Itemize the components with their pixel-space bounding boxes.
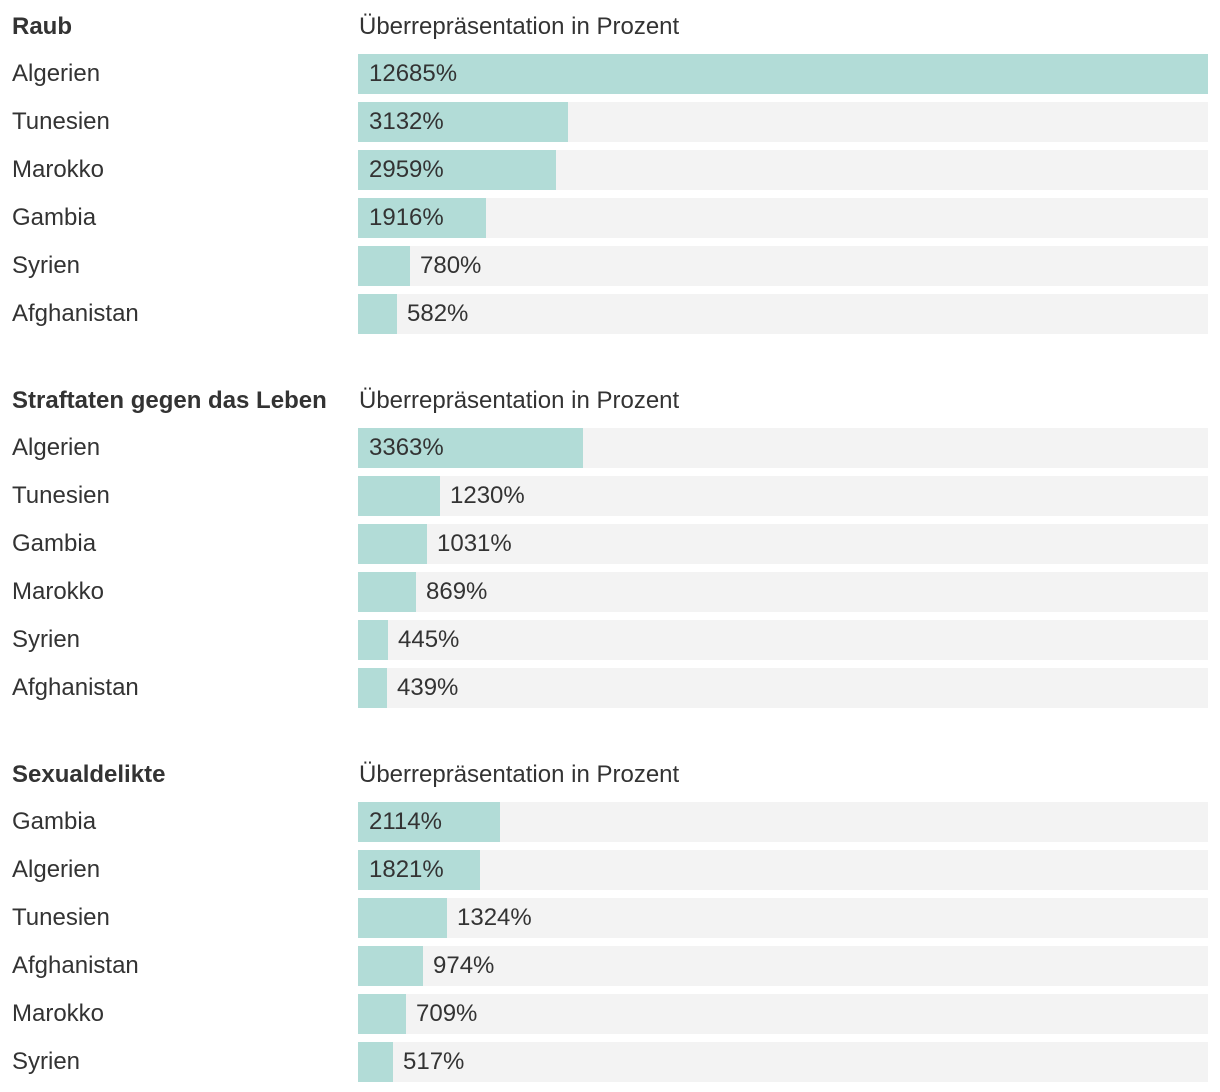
bar-track: 974% [358,946,1208,986]
bar-track: 1821% [358,850,1208,890]
axis-caption: Überrepräsentation in Prozent [359,387,680,414]
category-label: Tunesien [12,482,110,509]
value-label: 974% [433,952,495,979]
bar-track: 2114% [358,802,1208,842]
value-label: 445% [398,626,460,653]
value-label: 3132% [369,108,444,135]
value-label: 3363% [369,434,444,461]
value-label: 709% [416,1000,478,1027]
bar [358,54,1208,94]
bar-track: 1230% [358,476,1208,516]
bar-track: 3363% [358,428,1208,468]
bar [358,802,500,842]
bar-track: 517% [358,1042,1208,1082]
value-label: 439% [397,674,459,701]
category-label: Algerien [12,856,101,883]
value-label: 1031% [437,530,512,557]
value-label: 517% [403,1048,465,1075]
category-label: Afghanistan [12,952,139,979]
bar-track: 3132% [358,102,1208,142]
category-label: Syrien [12,252,81,279]
category-label: Marokko [12,156,105,183]
bar [358,1042,393,1082]
bar [358,668,387,708]
bar-track: 12685% [358,54,1208,94]
bar [358,850,480,890]
category-label: Marokko [12,578,105,605]
bar [358,572,416,612]
value-label: 869% [426,578,488,605]
category-label: Algerien [12,60,101,87]
category-label: Gambia [12,808,97,835]
section-title: Raub [12,13,72,40]
bar [358,898,447,938]
bar [358,946,423,986]
category-label: Syrien [12,1048,81,1075]
bar [358,294,397,334]
bar-track: 1916% [358,198,1208,238]
section-title: Straftaten gegen das Leben [12,387,327,414]
bar [358,428,583,468]
bar [358,476,440,516]
bar-track: 1324% [358,898,1208,938]
category-label: Syrien [12,626,81,653]
category-label: Gambia [12,530,97,557]
bar [358,246,410,286]
bar [358,994,406,1034]
bar-track: 1031% [358,524,1208,564]
bar-track: 445% [358,620,1208,660]
category-label: Algerien [12,434,101,461]
axis-caption: Überrepräsentation in Prozent [359,761,680,788]
bar-track: 780% [358,246,1208,286]
category-label: Afghanistan [12,674,139,701]
value-label: 1324% [457,904,532,931]
category-label: Afghanistan [12,300,139,327]
bar [358,150,556,190]
bar-track: 2959% [358,150,1208,190]
section-title: Sexualdelikte [12,761,166,788]
value-label: 12685% [369,60,458,87]
bar [358,524,427,564]
axis-caption: Überrepräsentation in Prozent [359,13,680,40]
category-label: Tunesien [12,904,110,931]
bar-track: 439% [358,668,1208,708]
value-label: 2114% [369,808,442,835]
value-label: 1821% [369,856,444,883]
category-label: Gambia [12,204,97,231]
value-label: 2959% [369,156,444,183]
category-label: Marokko [12,1000,105,1027]
bar-track: 709% [358,994,1208,1034]
value-label: 780% [420,252,482,279]
value-label: 582% [407,300,469,327]
bar [358,102,568,142]
bar [358,620,388,660]
value-label: 1230% [450,482,525,509]
bar-track: 582% [358,294,1208,334]
bar [358,198,486,238]
category-label: Tunesien [12,108,110,135]
value-label: 1916% [369,204,444,231]
bar-track: 869% [358,572,1208,612]
